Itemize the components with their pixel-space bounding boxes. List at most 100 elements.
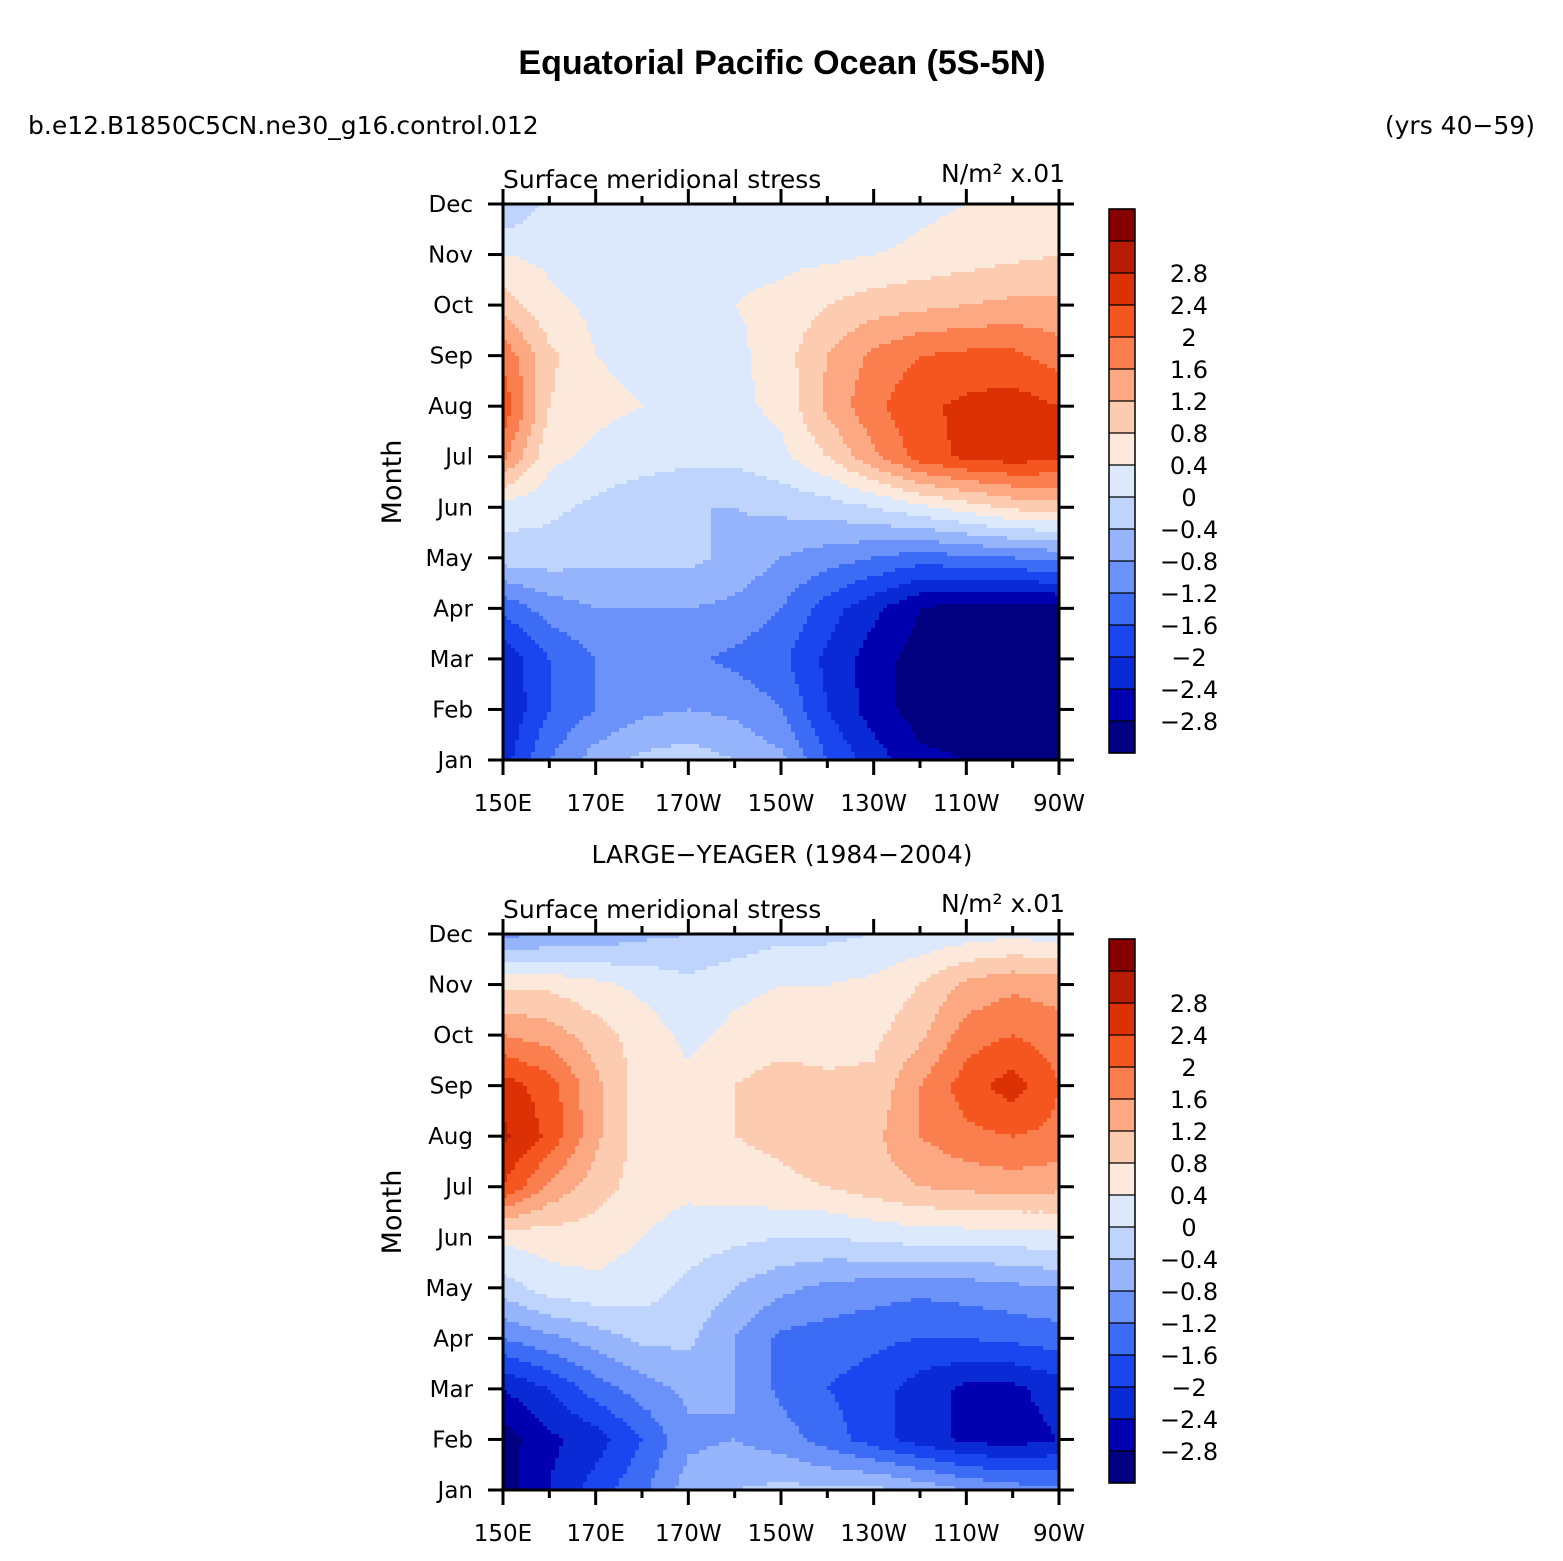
main-title: Equatorial Pacific Ocean (5S-5N) xyxy=(518,44,1045,82)
y-tick-label: Jun xyxy=(435,1225,473,1251)
x-tick-label: 90W xyxy=(1033,791,1085,817)
colorbar-swatch xyxy=(1109,305,1135,338)
x-tick-label: 110W xyxy=(933,1521,1000,1547)
y-tick-label: Oct xyxy=(433,293,473,319)
colorbar-swatch xyxy=(1109,401,1135,434)
x-tick-label: 170W xyxy=(655,1521,722,1547)
colorbar-swatch xyxy=(1109,529,1135,562)
x-tick-label: 150E xyxy=(474,791,532,817)
colorbar: −2.8 −2.4 −2 −1.6 −1.2 −0.8 −0.4 0 0.4 0.8 1.2 1.6 2… xyxy=(1108,938,1218,1484)
colorbar-label: −0.4 xyxy=(1160,516,1218,544)
colorbar-swatch xyxy=(1109,209,1135,242)
colorbar-label: 2.4 xyxy=(1170,1022,1208,1050)
panel-observations: Jan Feb Mar Apr May Jun Jul Aug Sep Oct Nov Dec 150E… xyxy=(377,889,1218,1547)
colorbar-swatch xyxy=(1109,1067,1135,1100)
colorbar-label: 0 xyxy=(1181,484,1196,512)
colorbar-swatch xyxy=(1109,1387,1135,1420)
colorbar-label: 2 xyxy=(1181,1054,1196,1082)
colorbar-label: 2.8 xyxy=(1170,990,1208,1018)
y-tick-label: Mar xyxy=(430,1377,474,1403)
y-tick-label: Mar xyxy=(430,647,474,673)
variable-label: Surface meridional stress xyxy=(503,895,821,924)
colorbar-swatch xyxy=(1109,497,1135,530)
colorbar-label: 2.8 xyxy=(1170,260,1208,288)
colorbar-swatch xyxy=(1109,721,1135,754)
x-tick-label: 150W xyxy=(748,791,815,817)
colorbar-swatch xyxy=(1109,657,1135,690)
x-tick-label: 130W xyxy=(840,1521,907,1547)
colorbar-label: 1.2 xyxy=(1170,388,1208,416)
y-axis-label: Month xyxy=(377,440,408,525)
colorbar-swatch xyxy=(1109,1099,1135,1132)
x-tick-label: 170E xyxy=(566,1521,624,1547)
y-tick-label: Nov xyxy=(428,243,473,269)
colorbar-label: −2 xyxy=(1171,644,1206,672)
y-tick-label: Jun xyxy=(435,495,473,521)
y-tick-label: Jan xyxy=(436,1478,473,1504)
colorbar-swatch xyxy=(1109,1131,1135,1164)
colorbar-swatch xyxy=(1109,1259,1135,1292)
colorbar-label: 1.6 xyxy=(1170,1086,1208,1114)
colorbar-label: −0.4 xyxy=(1160,1246,1218,1274)
colorbar-swatch xyxy=(1109,625,1135,658)
y-tick-label: Dec xyxy=(428,922,473,948)
colorbar-label: −2.8 xyxy=(1160,708,1218,736)
y-tick-label: May xyxy=(425,546,473,572)
y-tick-label: Feb xyxy=(432,697,473,723)
colorbar-swatch xyxy=(1109,593,1135,626)
colorbar-swatch xyxy=(1109,337,1135,370)
colorbar-swatch xyxy=(1109,689,1135,722)
contour-field xyxy=(503,204,1059,760)
colorbar-label: −2 xyxy=(1171,1374,1206,1402)
colorbar-swatch xyxy=(1109,241,1135,274)
colorbar-swatch xyxy=(1109,561,1135,594)
colorbar-swatch xyxy=(1109,1291,1135,1324)
y-tick-label: Jul xyxy=(443,445,473,471)
x-tick-label: 130W xyxy=(840,791,907,817)
colorbar-label: −2.4 xyxy=(1160,1406,1218,1434)
colorbar-swatch xyxy=(1109,465,1135,498)
colorbar-label: 0 xyxy=(1181,1214,1196,1242)
colorbar-label: −2.4 xyxy=(1160,676,1218,704)
colorbar-label: 1.2 xyxy=(1170,1118,1208,1146)
case-name: b.e12.B1850C5CN.ne30_g16.control.012 xyxy=(28,111,539,140)
colorbar-swatch xyxy=(1109,1035,1135,1068)
y-tick-label: Aug xyxy=(428,1124,473,1150)
y-tick-label: Jan xyxy=(436,748,473,774)
colorbar: −2.8 −2.4 −2 −1.6 −1.2 −0.8 −0.4 0 0.4 0.8 1.2 1.6 2… xyxy=(1108,208,1218,754)
y-tick-label: May xyxy=(425,1276,473,1302)
colorbar-swatch xyxy=(1109,1163,1135,1196)
colorbar-label: 2.4 xyxy=(1170,292,1208,320)
colorbar-swatch xyxy=(1109,1003,1135,1036)
x-tick-label: 110W xyxy=(933,791,1000,817)
colorbar-swatch xyxy=(1109,1195,1135,1228)
x-tick-label: 170W xyxy=(655,791,722,817)
colorbar-swatch xyxy=(1109,1227,1135,1260)
colorbar-label: −1.6 xyxy=(1160,1342,1218,1370)
colorbar-label: 1.6 xyxy=(1170,356,1208,384)
years-label: (yrs 40−59) xyxy=(1385,111,1535,140)
colorbar-label: 0.4 xyxy=(1170,452,1208,480)
panel-model: Jan Feb Mar Apr May Jun Jul Aug Sep Oct Nov Dec 150E… xyxy=(377,159,1218,817)
colorbar-label: 0.8 xyxy=(1170,1150,1208,1178)
x-tick-label: 150E xyxy=(474,1521,532,1547)
y-tick-label: Oct xyxy=(433,1023,473,1049)
units-label: N/m² x.01 xyxy=(941,889,1065,918)
colorbar-label: −1.6 xyxy=(1160,612,1218,640)
y-axis-label: Month xyxy=(377,1170,408,1255)
colorbar-label: 2 xyxy=(1181,324,1196,352)
colorbar-label: 0.8 xyxy=(1170,420,1208,448)
x-tick-label: 90W xyxy=(1033,1521,1085,1547)
x-tick-label: 150W xyxy=(748,1521,815,1547)
y-tick-label: Dec xyxy=(428,192,473,218)
colorbar-label: −1.2 xyxy=(1160,1310,1218,1338)
dataset-label: LARGE−YEAGER (1984−2004) xyxy=(591,840,972,869)
y-tick-label: Sep xyxy=(430,1074,473,1100)
colorbar-swatch xyxy=(1109,273,1135,306)
x-tick-label: 170E xyxy=(566,791,624,817)
colorbar-swatch xyxy=(1109,369,1135,402)
colorbar-swatch xyxy=(1109,1323,1135,1356)
y-tick-label: Jul xyxy=(443,1175,473,1201)
y-tick-label: Apr xyxy=(433,1326,473,1352)
